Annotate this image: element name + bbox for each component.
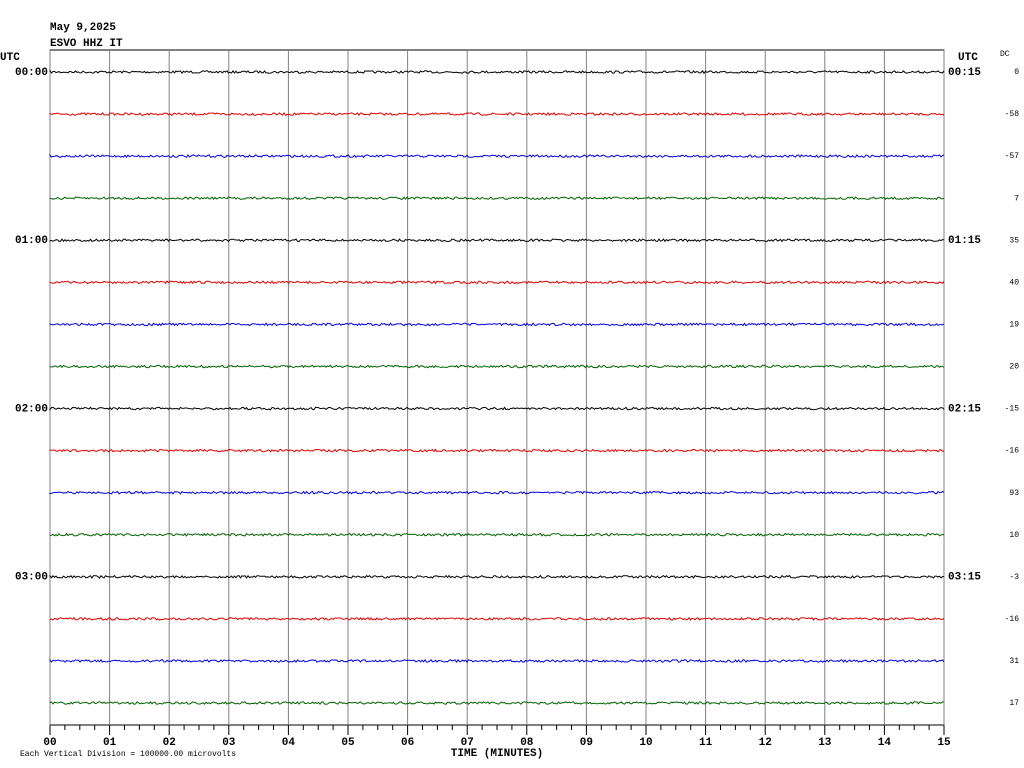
x-tick-label: 06 [401,737,414,749]
x-tick-label: 11 [699,737,713,749]
trace [49,616,945,621]
dc-value: -16 [1005,615,1020,624]
trace [49,196,945,201]
dc-value: -16 [1005,447,1020,456]
dc-label: DC [1000,50,1010,59]
right-time-label: 00:15 [948,67,981,79]
dc-value: -3 [1009,573,1019,582]
x-tick-label: 03 [222,737,236,749]
dc-value: 35 [1009,236,1019,245]
trace [49,448,945,453]
dc-value: -57 [1005,152,1020,161]
x-tick-label: 01 [103,737,117,749]
x-tick-label: 10 [639,737,652,749]
left-time-label: 02:00 [15,403,48,415]
x-tick-label: 05 [341,737,355,749]
x-tick-label: 09 [580,737,593,749]
trace [49,322,945,327]
x-tick-label: 04 [282,737,296,749]
trace [49,406,945,411]
dc-value: -58 [1005,110,1020,119]
trace [49,700,945,706]
trace [49,111,945,117]
trace [49,658,945,664]
dc-value: 0 [1014,68,1019,77]
x-axis-label: TIME (MINUTES) [451,748,543,760]
dc-value: 93 [1009,489,1019,498]
right-time-label: 01:15 [948,235,981,247]
chart-subtitle: ESVO HHZ IT [50,38,123,50]
trace [49,238,945,243]
dc-value: 40 [1009,278,1019,287]
left-axis-label: UTC [0,52,20,64]
x-tick-label: 08 [520,737,534,749]
left-time-label: 01:00 [15,235,48,247]
footer: Each Vertical Division = 100000.00 micro… [20,750,236,759]
trace [49,490,945,495]
left-time-label: 03:00 [15,572,48,584]
dc-value: 7 [1014,194,1019,203]
trace [49,574,944,579]
chart-title: May 9,2025 [50,22,116,34]
x-tick-label: 00 [43,737,56,749]
trace [49,364,945,369]
x-tick-label: 07 [461,737,474,749]
x-tick-label: 12 [759,737,772,749]
right-time-label: 03:15 [948,572,981,584]
dc-value: 19 [1009,321,1019,330]
dc-value: 10 [1009,531,1019,540]
dc-value: 20 [1009,363,1019,372]
right-axis-label: UTC [958,52,978,64]
right-time-label: 02:15 [948,403,981,415]
trace [49,153,945,159]
trace [49,280,945,285]
dc-value: 17 [1009,699,1019,708]
x-tick-label: 15 [937,737,951,749]
trace [49,532,945,537]
x-tick-label: 02 [163,737,176,749]
left-time-label: 00:00 [15,67,48,79]
x-tick-label: 13 [818,737,832,749]
x-tick-label: 14 [878,737,892,749]
dc-value: -15 [1005,405,1020,414]
dc-value: 31 [1009,657,1019,666]
trace [49,69,945,75]
